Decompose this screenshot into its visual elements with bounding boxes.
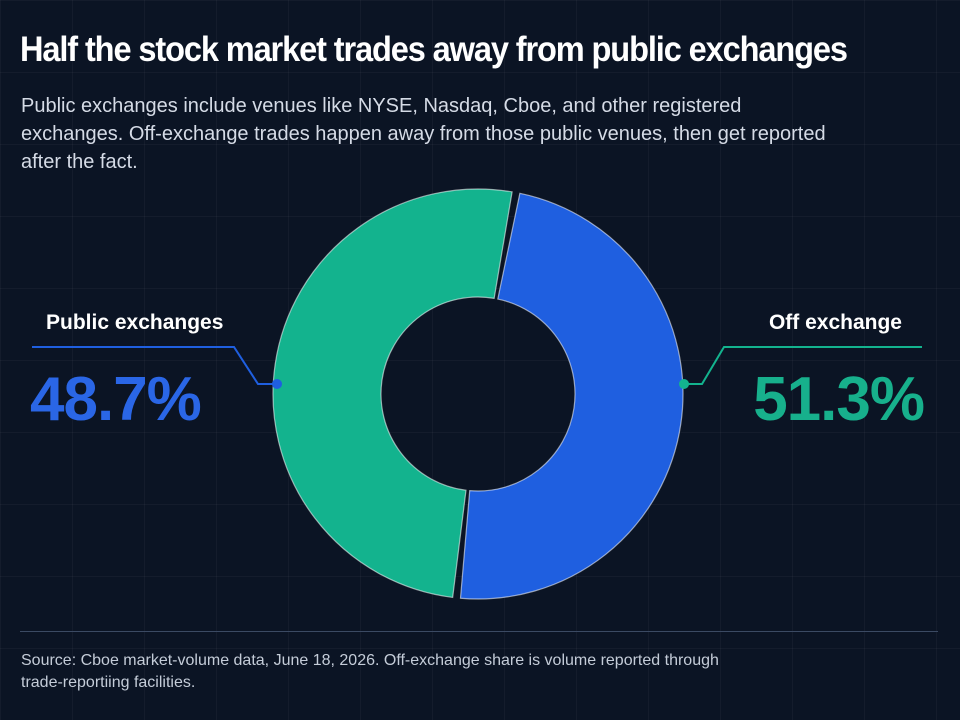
- slice-off-exchange: [272, 188, 513, 599]
- leader-line-public-dot: [272, 379, 282, 389]
- source-note: Source: Cboe market-volume data, June 18…: [21, 652, 719, 691]
- chart-title: Half the stock market trades away from p…: [20, 30, 848, 69]
- leader-line-off-dot: [679, 379, 689, 389]
- slice-public-exchanges: [459, 192, 684, 600]
- off-exchange-value: 51.3%: [753, 365, 925, 434]
- leader-line-off: [684, 346, 922, 385]
- footer-divider: [20, 631, 938, 632]
- leader-line-public: [32, 346, 277, 385]
- off-exchange-label: Off exchange: [768, 311, 902, 334]
- public-exchanges-value: 48.7%: [30, 365, 202, 434]
- chart-subtitle: Public exchanges include venues like NYS…: [21, 95, 826, 173]
- public-exchanges-label: Public exchanges: [46, 311, 224, 334]
